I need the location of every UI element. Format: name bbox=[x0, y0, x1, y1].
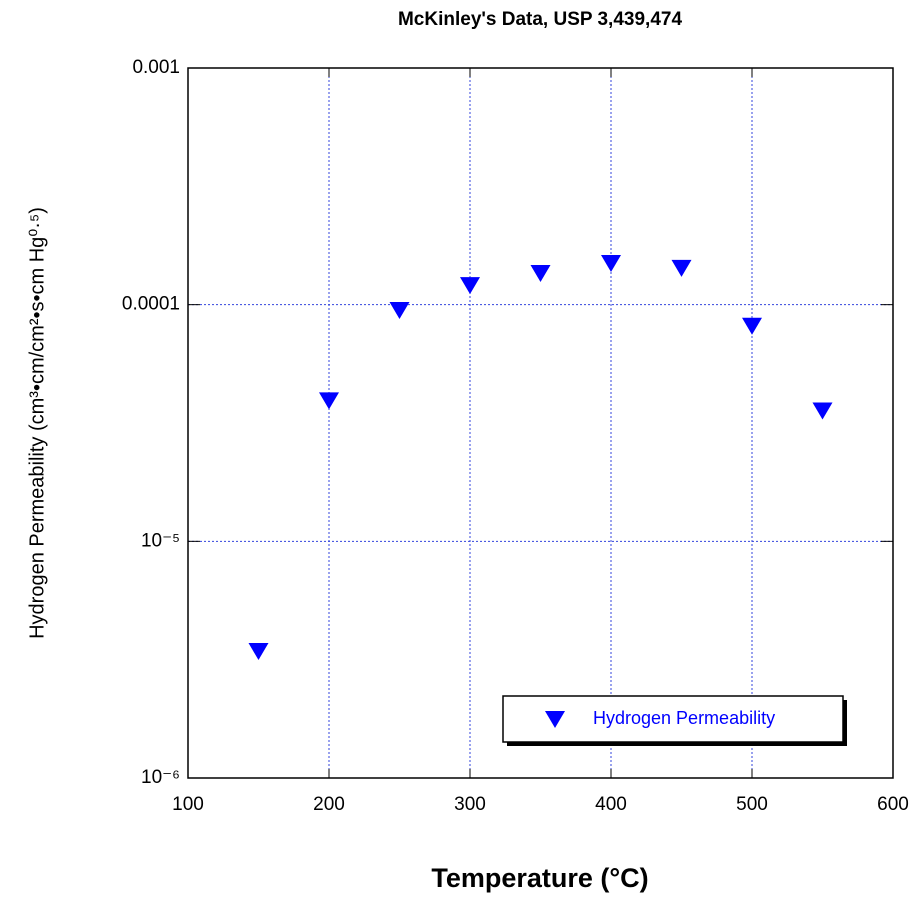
legend-marker bbox=[545, 711, 565, 728]
x-tick-label: 600 bbox=[877, 794, 909, 815]
data-point bbox=[742, 317, 762, 335]
data-point bbox=[248, 643, 269, 661]
data-point bbox=[530, 265, 551, 283]
x-tick-label: 200 bbox=[313, 794, 345, 815]
y-tick-label: 10⁻⁵ bbox=[141, 530, 180, 551]
legend: Hydrogen Permeability bbox=[502, 695, 847, 746]
x-tick-label: 500 bbox=[736, 794, 768, 815]
legend-label: Hydrogen Permeability bbox=[593, 708, 775, 728]
x-tick-label: 400 bbox=[595, 794, 627, 815]
data-point bbox=[460, 277, 480, 295]
y-tick-label: 0.001 bbox=[132, 57, 180, 78]
data-point bbox=[671, 259, 692, 277]
chart-title: McKinley's Data, USP 3,439,474 bbox=[398, 9, 682, 30]
data-point bbox=[389, 301, 410, 319]
data-point bbox=[319, 392, 339, 410]
y-tick-label: 10⁻⁶ bbox=[141, 767, 180, 788]
x-tick-label: 300 bbox=[454, 794, 486, 815]
data-point bbox=[601, 254, 621, 272]
plot-frame bbox=[187, 67, 894, 779]
data-point bbox=[812, 402, 833, 420]
y-tick-label: 0.0001 bbox=[122, 294, 180, 315]
x-tick-label: 100 bbox=[172, 794, 204, 815]
y-axis-label: Hydrogen Permeability (cm³•cm/cm²•s•cm H… bbox=[26, 207, 48, 639]
x-axis-label: Temperature (°C) bbox=[431, 863, 648, 893]
